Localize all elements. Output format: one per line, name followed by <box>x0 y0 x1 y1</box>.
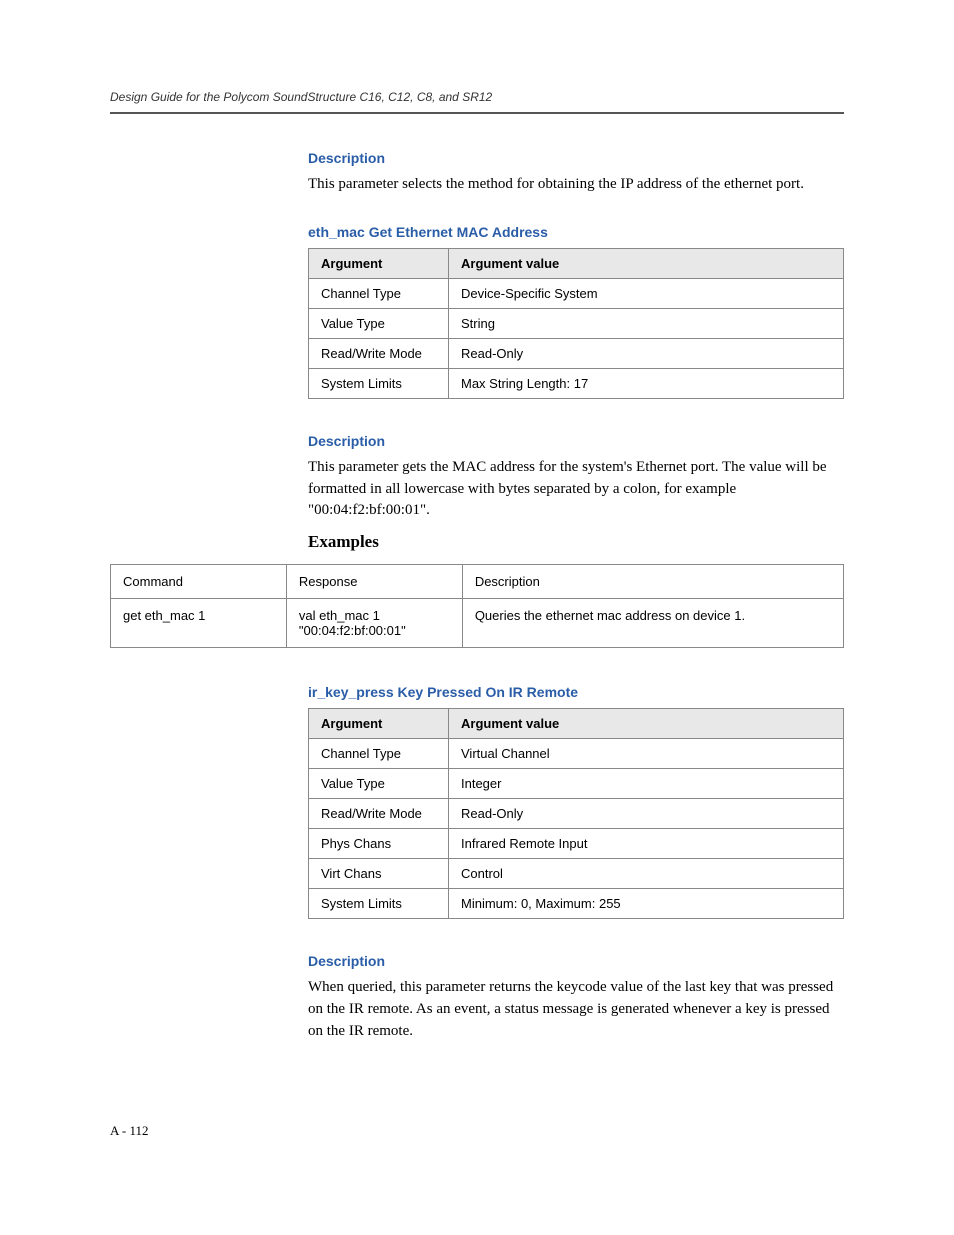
val-cell: Control <box>449 859 844 889</box>
description-text-3: When queried, this parameter returns the… <box>308 977 844 1042</box>
command-cell: get eth_mac 1 <box>111 599 287 648</box>
table-row: Virt Chans Control <box>309 859 844 889</box>
examples-header-command: Command <box>111 565 287 599</box>
table-row: Phys Chans Infrared Remote Input <box>309 829 844 859</box>
val-cell: Device-Specific System <box>449 278 844 308</box>
table-row: Value Type String <box>309 308 844 338</box>
arg-cell: Value Type <box>309 308 449 338</box>
description-text-2: This parameter gets the MAC address for … <box>308 457 844 522</box>
table-row: Read/Write Mode Read-Only <box>309 799 844 829</box>
val-cell: Virtual Channel <box>449 739 844 769</box>
ir-key-press-arg-table: Argument Argument value Channel Type Vir… <box>308 708 844 919</box>
description-heading-1: Description <box>308 150 844 166</box>
table-row: System Limits Max String Length: 17 <box>309 368 844 398</box>
table-row: Channel Type Device-Specific System <box>309 278 844 308</box>
description-heading-2: Description <box>308 433 844 449</box>
description-text-1: This parameter selects the method for ob… <box>308 174 844 196</box>
val-cell: Infrared Remote Input <box>449 829 844 859</box>
table-row: Channel Type Virtual Channel <box>309 739 844 769</box>
table-row: Read/Write Mode Read-Only <box>309 338 844 368</box>
arg-cell: Channel Type <box>309 278 449 308</box>
arg-cell: Channel Type <box>309 739 449 769</box>
table-row: Value Type Integer <box>309 769 844 799</box>
eth-mac-table-title: eth_mac Get Ethernet MAC Address <box>308 224 844 240</box>
description-heading-3: Description <box>308 953 844 969</box>
table-header-argument-value: Argument value <box>449 248 844 278</box>
val-cell: String <box>449 308 844 338</box>
arg-cell: System Limits <box>309 368 449 398</box>
table-header-argument-value: Argument value <box>449 709 844 739</box>
eth-mac-arg-table: Argument Argument value Channel Type Dev… <box>308 248 844 399</box>
arg-cell: Phys Chans <box>309 829 449 859</box>
arg-cell: Read/Write Mode <box>309 338 449 368</box>
val-cell: Read-Only <box>449 799 844 829</box>
table-header-argument: Argument <box>309 248 449 278</box>
response-cell: val eth_mac 1 "00:04:f2:bf:00:01" <box>286 599 462 648</box>
val-cell: Read-Only <box>449 338 844 368</box>
examples-heading: Examples <box>308 532 844 552</box>
val-cell: Minimum: 0, Maximum: 255 <box>449 889 844 919</box>
header-rule <box>110 112 844 114</box>
table-header-argument: Argument <box>309 709 449 739</box>
examples-table: Command Response Description get eth_mac… <box>110 564 844 648</box>
page-number: A - 112 <box>110 1123 149 1139</box>
ir-key-press-table-title: ir_key_press Key Pressed On IR Remote <box>308 684 844 700</box>
val-cell: Max String Length: 17 <box>449 368 844 398</box>
doc-header: Design Guide for the Polycom SoundStruct… <box>110 90 844 104</box>
arg-cell: Read/Write Mode <box>309 799 449 829</box>
arg-cell: System Limits <box>309 889 449 919</box>
val-cell: Integer <box>449 769 844 799</box>
arg-cell: Virt Chans <box>309 859 449 889</box>
arg-cell: Value Type <box>309 769 449 799</box>
table-row: System Limits Minimum: 0, Maximum: 255 <box>309 889 844 919</box>
examples-header-description: Description <box>462 565 843 599</box>
examples-header-response: Response <box>286 565 462 599</box>
description-cell: Queries the ethernet mac address on devi… <box>462 599 843 648</box>
table-row: get eth_mac 1 val eth_mac 1 "00:04:f2:bf… <box>111 599 844 648</box>
